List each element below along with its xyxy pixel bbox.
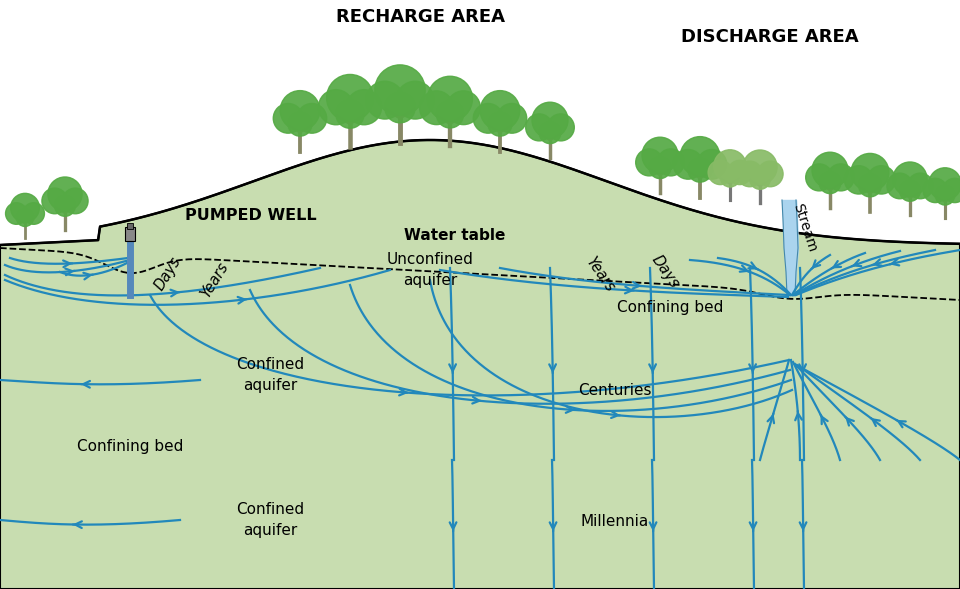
Circle shape [714, 150, 746, 182]
Text: Years: Years [199, 260, 231, 300]
Circle shape [366, 81, 404, 119]
Circle shape [845, 166, 873, 194]
Text: Years: Years [583, 254, 617, 294]
Circle shape [385, 92, 415, 123]
Circle shape [23, 203, 44, 224]
Circle shape [336, 100, 364, 128]
FancyBboxPatch shape [125, 227, 135, 241]
Circle shape [55, 196, 75, 216]
Circle shape [743, 150, 777, 184]
Circle shape [805, 164, 832, 191]
Text: DISCHARGE AREA: DISCHARGE AREA [682, 28, 859, 46]
Circle shape [497, 104, 527, 133]
Text: Unconfined
aquifer: Unconfined aquifer [387, 252, 473, 288]
Circle shape [16, 209, 34, 227]
Circle shape [893, 162, 927, 196]
Circle shape [437, 101, 464, 128]
Circle shape [473, 104, 503, 133]
Circle shape [649, 157, 671, 178]
Text: PUMPED WELL: PUMPED WELL [185, 207, 317, 223]
Circle shape [697, 150, 727, 179]
Circle shape [673, 150, 703, 179]
Text: Water table: Water table [404, 227, 506, 243]
Circle shape [274, 104, 303, 133]
Circle shape [396, 81, 434, 119]
Circle shape [319, 90, 353, 125]
Text: Millennia: Millennia [581, 515, 649, 530]
Circle shape [928, 168, 960, 200]
Circle shape [488, 112, 512, 136]
Text: RECHARGE AREA: RECHARGE AREA [335, 8, 505, 26]
FancyBboxPatch shape [127, 223, 133, 229]
Circle shape [62, 188, 88, 214]
Polygon shape [0, 140, 960, 589]
Circle shape [526, 114, 553, 141]
Circle shape [943, 178, 960, 203]
Circle shape [288, 112, 312, 136]
Circle shape [540, 122, 561, 144]
Circle shape [828, 164, 854, 191]
Circle shape [42, 188, 67, 214]
Circle shape [326, 74, 373, 121]
Circle shape [750, 169, 770, 189]
Text: Centuries: Centuries [578, 382, 652, 398]
Circle shape [547, 114, 574, 141]
Circle shape [636, 149, 662, 176]
Circle shape [688, 158, 712, 182]
Circle shape [532, 102, 568, 138]
Text: Confining bed: Confining bed [617, 299, 723, 315]
Circle shape [297, 104, 326, 133]
Circle shape [900, 181, 921, 201]
Circle shape [708, 160, 732, 184]
Circle shape [728, 160, 752, 184]
Circle shape [374, 65, 425, 115]
Circle shape [480, 91, 519, 130]
Circle shape [852, 153, 889, 191]
Circle shape [280, 91, 320, 130]
Circle shape [737, 161, 762, 187]
Circle shape [642, 137, 678, 173]
Circle shape [681, 137, 720, 176]
Circle shape [446, 91, 480, 125]
Circle shape [11, 193, 39, 222]
Circle shape [420, 91, 453, 125]
Circle shape [887, 173, 913, 198]
Circle shape [757, 161, 783, 187]
Text: Stream: Stream [790, 202, 820, 254]
Circle shape [658, 149, 684, 176]
Circle shape [720, 168, 740, 187]
Circle shape [427, 76, 472, 121]
Text: Days: Days [152, 254, 184, 293]
Circle shape [6, 203, 27, 224]
Circle shape [48, 177, 83, 211]
Circle shape [819, 172, 841, 194]
Text: Days: Days [648, 253, 682, 291]
Text: Confined
aquifer: Confined aquifer [236, 357, 304, 393]
Circle shape [935, 186, 954, 205]
Circle shape [924, 178, 948, 203]
Text: Confining bed: Confining bed [77, 438, 183, 454]
Circle shape [907, 173, 933, 198]
Circle shape [812, 152, 848, 188]
Circle shape [347, 90, 381, 125]
Circle shape [858, 174, 881, 197]
Text: Confined
aquifer: Confined aquifer [236, 502, 304, 538]
Circle shape [867, 166, 896, 194]
